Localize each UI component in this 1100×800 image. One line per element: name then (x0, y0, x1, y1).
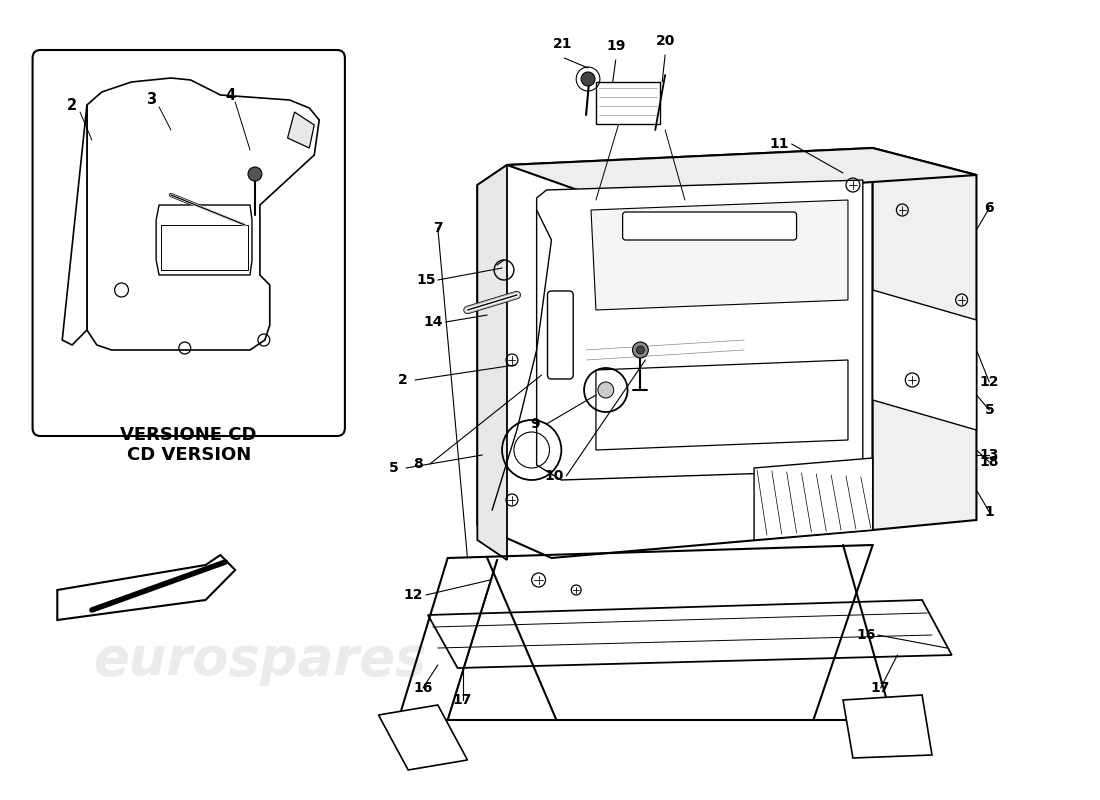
Text: 20: 20 (656, 34, 674, 48)
Polygon shape (63, 105, 87, 345)
Text: 2: 2 (67, 98, 77, 113)
Circle shape (248, 167, 262, 181)
Text: CD VERSION: CD VERSION (126, 446, 251, 464)
Text: 8: 8 (414, 457, 422, 471)
Polygon shape (156, 205, 252, 275)
Polygon shape (596, 360, 848, 450)
FancyBboxPatch shape (33, 50, 345, 436)
Text: 14: 14 (424, 315, 442, 329)
Text: 19: 19 (606, 39, 626, 53)
Text: 2: 2 (398, 373, 408, 387)
Text: 4: 4 (226, 87, 235, 102)
Polygon shape (755, 458, 872, 540)
FancyBboxPatch shape (548, 291, 573, 379)
Text: eurospares: eurospares (35, 318, 317, 362)
Polygon shape (287, 112, 315, 148)
Polygon shape (537, 180, 862, 480)
Text: 16: 16 (856, 628, 876, 642)
Text: 18: 18 (980, 455, 999, 469)
Text: 9: 9 (530, 417, 539, 431)
Polygon shape (591, 200, 848, 310)
Polygon shape (507, 148, 977, 200)
Text: 12: 12 (404, 588, 422, 602)
Text: 1: 1 (984, 505, 994, 519)
Circle shape (598, 382, 614, 398)
Text: VERSIONE CD: VERSIONE CD (121, 426, 257, 444)
Polygon shape (477, 165, 507, 560)
Text: 15: 15 (416, 273, 436, 287)
Polygon shape (477, 148, 872, 558)
Polygon shape (428, 600, 952, 668)
Text: 17: 17 (453, 693, 472, 707)
Text: 7: 7 (433, 221, 442, 235)
Text: 16: 16 (414, 681, 432, 695)
Polygon shape (843, 695, 932, 758)
Polygon shape (872, 290, 977, 430)
Text: 3: 3 (146, 93, 156, 107)
Bar (596, 82, 660, 124)
Text: 10: 10 (544, 469, 564, 483)
Text: 6: 6 (984, 201, 994, 215)
Text: 5: 5 (388, 461, 398, 475)
Text: 12: 12 (980, 375, 999, 389)
Polygon shape (378, 705, 468, 770)
Polygon shape (57, 555, 235, 620)
Text: eurospares: eurospares (94, 634, 427, 686)
Text: 13: 13 (980, 448, 999, 462)
Text: 21: 21 (552, 37, 572, 51)
Text: 11: 11 (769, 137, 789, 151)
Text: eurospares: eurospares (494, 397, 915, 463)
Polygon shape (87, 78, 319, 350)
FancyBboxPatch shape (623, 212, 796, 240)
Polygon shape (872, 148, 977, 530)
Circle shape (581, 72, 595, 86)
Text: 17: 17 (871, 681, 890, 695)
Text: 5: 5 (984, 403, 994, 417)
Circle shape (632, 342, 648, 358)
Polygon shape (161, 225, 248, 270)
Circle shape (637, 346, 645, 354)
